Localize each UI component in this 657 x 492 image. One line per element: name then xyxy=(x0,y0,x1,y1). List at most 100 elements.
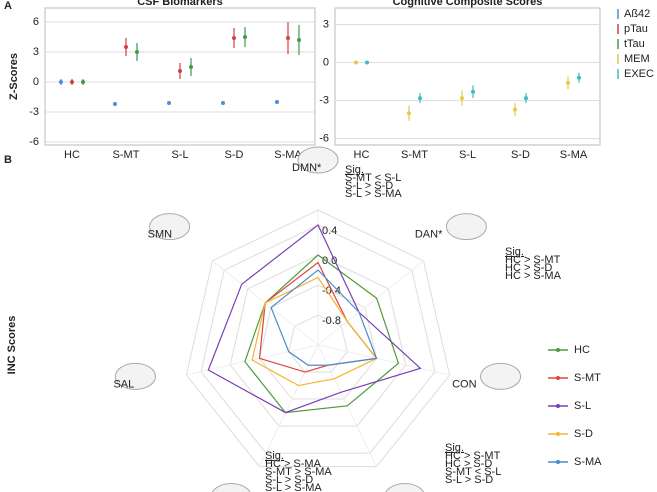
mean-point xyxy=(70,80,74,84)
y-tick-label: 3 xyxy=(323,18,329,30)
brain-icon xyxy=(445,213,487,241)
x-tick-label: S-D xyxy=(511,149,530,161)
mean-point xyxy=(365,60,369,65)
mean-point xyxy=(577,75,581,80)
mean-point xyxy=(460,96,464,101)
mean-point xyxy=(178,69,182,73)
radar-series xyxy=(251,276,378,387)
axis-label: CON xyxy=(452,378,477,390)
legend-label: pTau xyxy=(624,23,648,35)
mean-point xyxy=(297,38,301,42)
y-tick-label: 0 xyxy=(33,76,39,88)
brain-icon xyxy=(480,362,522,390)
grid-ring xyxy=(200,224,436,454)
brain-icon xyxy=(297,146,339,174)
axis-label: DAN* xyxy=(415,229,443,241)
mean-point xyxy=(124,45,128,49)
y-tick-label: -6 xyxy=(319,133,329,145)
sig-line: HC > S-D xyxy=(505,262,552,274)
sig-line: HC > S-MT xyxy=(505,254,561,266)
x-tick-label: S-L xyxy=(459,149,476,161)
spoke xyxy=(258,344,319,467)
y-tick-label: 3 xyxy=(33,46,39,58)
legend-dot xyxy=(556,460,560,464)
sig-title: Sig. xyxy=(445,442,464,454)
y-tick-label: -6 xyxy=(29,136,39,148)
sig-line: S-L > S-D xyxy=(265,474,313,486)
sig-line: S-L > S-MA xyxy=(265,482,322,492)
mean-point xyxy=(275,100,279,104)
mean-point xyxy=(113,102,117,106)
mean-point xyxy=(513,107,517,112)
x-tick-label: S-MA xyxy=(560,149,588,161)
mean-point xyxy=(189,65,193,69)
legend-dot xyxy=(556,348,560,352)
legend-label: S-L xyxy=(574,400,591,412)
plot-frame xyxy=(334,7,601,146)
sig-line: S-L > S-D xyxy=(345,180,393,192)
brain-icon xyxy=(149,213,191,241)
axis-label: DMN* xyxy=(292,162,322,174)
mean-point xyxy=(354,60,358,65)
y-tick-label: 0 xyxy=(323,56,329,68)
y-tick-label: -3 xyxy=(319,95,329,107)
mean-point xyxy=(524,96,528,101)
x-tick-label: S-L xyxy=(171,149,188,161)
sig-line: HC > S-MA xyxy=(505,270,562,282)
legend-dot xyxy=(556,376,560,380)
legend-label: S-MA xyxy=(574,456,602,468)
y-axis-label: Z-Scores xyxy=(8,53,20,100)
sig-title: Sig. xyxy=(505,246,524,258)
radar-series xyxy=(207,224,422,414)
chart-title: CSF Biomarkers xyxy=(137,0,223,8)
sig-line: S-MT < S-L xyxy=(345,172,401,184)
sig-line: HC > S-MT xyxy=(445,450,501,462)
x-tick-label: S-D xyxy=(225,149,244,161)
brain-icon xyxy=(211,482,251,492)
radar-series xyxy=(270,269,378,366)
radar-frame xyxy=(185,209,451,468)
mean-point xyxy=(418,96,422,101)
legend-dot xyxy=(556,404,560,408)
brain-icon xyxy=(114,362,156,390)
mean-point xyxy=(243,35,247,39)
axis-label: SAL xyxy=(113,378,134,390)
panel-label: B xyxy=(4,154,12,166)
x-tick-label: S-MT xyxy=(113,149,140,161)
legend-dot xyxy=(556,432,560,436)
sig-title: Sig. xyxy=(265,450,284,462)
mean-point xyxy=(232,36,236,40)
panel-label: A xyxy=(4,0,12,12)
legend-label: S-D xyxy=(574,428,593,440)
mean-point xyxy=(135,50,139,54)
radar-series xyxy=(244,254,400,414)
legend-label: S-MT xyxy=(574,372,601,384)
legend-label: Aß42 xyxy=(624,8,650,20)
mean-point xyxy=(81,80,85,84)
legend-label: tTau xyxy=(624,38,645,50)
x-tick-label: S-MA xyxy=(274,149,302,161)
y-axis-label: INC Scores xyxy=(6,316,18,375)
mean-point xyxy=(167,101,171,105)
grid-ring xyxy=(288,314,348,373)
sig-line: S-MT > S-MA xyxy=(265,466,332,478)
sig-line: S-MT < S-L xyxy=(445,466,501,478)
legend-label: MEM xyxy=(624,53,650,65)
mean-point xyxy=(407,111,411,116)
mean-point xyxy=(221,101,225,105)
chart-title: Cognitive Composite Scores xyxy=(393,0,543,8)
sig-line: S-L > S-D xyxy=(445,474,493,486)
legend-label: HC xyxy=(574,344,590,356)
sig-line: HC > S-MA xyxy=(265,458,322,470)
sig-line: S-L > S-MA xyxy=(345,188,402,200)
spoke xyxy=(317,344,450,376)
mean-point xyxy=(471,89,475,94)
grid-ring xyxy=(258,284,378,400)
mean-point xyxy=(286,36,290,40)
x-tick-label: S-MT xyxy=(401,149,428,161)
mean-point xyxy=(59,80,63,84)
axis-label: SMN xyxy=(148,229,173,241)
spoke xyxy=(317,260,424,346)
